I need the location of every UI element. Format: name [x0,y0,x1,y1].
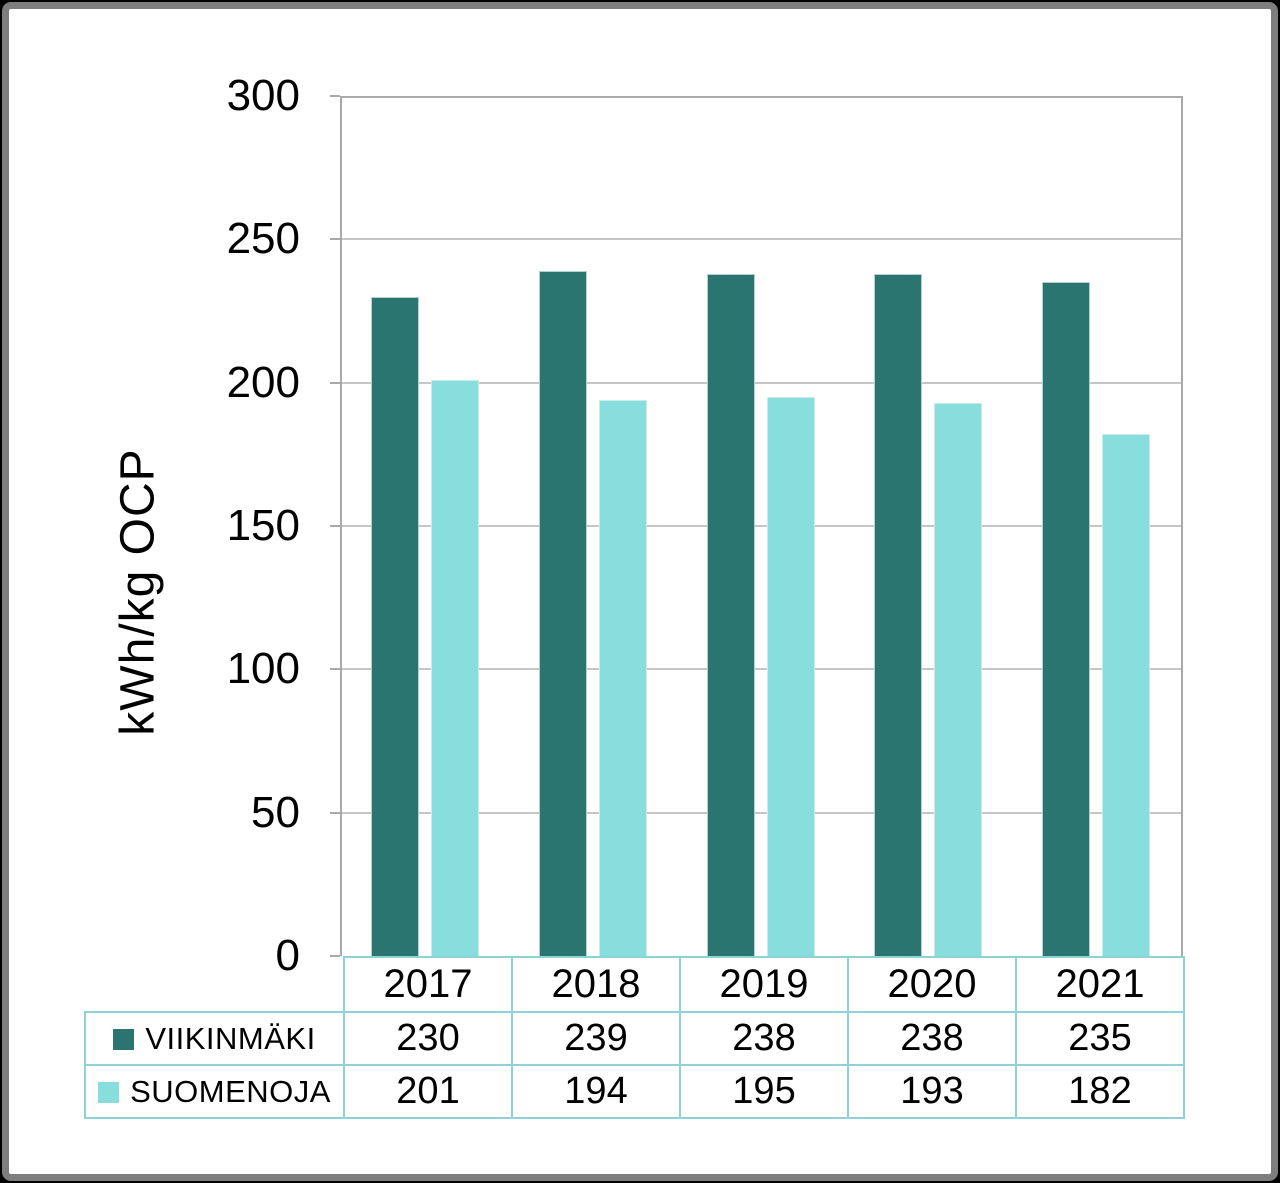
gridline-150 [342,525,1181,527]
year-header-2019: 2019 [679,956,849,1013]
gridline-200 [342,381,1181,384]
value-viikinmaki-2020: 238 [847,1011,1017,1066]
y-tick-label-200: 200 [226,357,300,407]
bar-suomenoja-2017 [431,379,479,956]
legend-label-viikinmaki: VIIKINMÄKI [145,1020,316,1056]
table-row-years: 2017 2018 2019 2020 2021 [85,956,1185,1013]
y-tick-label-300: 300 [226,71,300,120]
table-row-suomenoja: SUOMENOJA 201 194 195 193 182 [84,1064,1185,1119]
bar-suomenoja-2019 [766,397,815,956]
value-suomenoja-2017: 201 [343,1064,513,1119]
bar-viikinmaki-2018 [538,270,587,956]
y-tick-label-100: 100 [226,644,300,694]
year-header-2020: 2020 [847,956,1017,1013]
y-tick-100 [330,668,340,671]
y-tick-300 [330,95,340,97]
year-header-2017: 2017 [343,956,513,1013]
legend-cell-suomenoja: SUOMENOJA [84,1064,345,1119]
legend-swatch-suomenoja [98,1081,120,1103]
y-tick-label-0: 0 [275,931,300,980]
table-row-viikinmaki: VIIKINMÄKI 230 239 238 238 235 [84,1011,1185,1066]
y-tick-label-50: 50 [251,787,300,837]
bar-suomenoja-2021 [1102,434,1151,956]
value-suomenoja-2019: 195 [679,1064,849,1119]
y-tick-200 [330,381,340,384]
y-tick-0 [330,955,340,957]
y-tick-250 [330,238,340,241]
value-suomenoja-2020: 193 [847,1064,1017,1119]
plot-area [340,96,1183,956]
year-header-2021: 2021 [1015,956,1185,1013]
legend-label-suomenoja: SUOMENOJA [130,1073,331,1109]
value-viikinmaki-2021: 235 [1015,1011,1185,1066]
value-viikinmaki-2018: 239 [511,1011,681,1066]
data-table-container: 2017 2018 2019 2020 2021 VIIKINMÄKI 230 239 238 2… [84,956,1185,1119]
bar-viikinmaki-2020 [874,273,923,956]
value-viikinmaki-2019: 238 [679,1011,849,1066]
y-tick-label-150: 150 [226,501,300,550]
year-header-2018: 2018 [511,956,681,1013]
gridline-100 [342,668,1181,671]
value-suomenoja-2018: 194 [511,1064,681,1119]
y-tick-50 [330,811,340,814]
value-viikinmaki-2017: 230 [343,1011,513,1066]
gridline-250 [342,238,1181,241]
data-table: 2017 2018 2019 2020 2021 VIIKINMÄKI 230 239 238 2… [84,956,1185,1119]
y-tick-150 [330,525,340,527]
legend-swatch-viikinmaki [113,1028,135,1050]
bar-viikinmaki-2017 [371,296,419,956]
y-axis-title: kWh/kg OCP [111,448,165,736]
bar-viikinmaki-2019 [706,273,755,956]
gridline-50 [342,811,1181,814]
value-suomenoja-2021: 182 [1015,1064,1185,1119]
y-tick-label-250: 250 [226,214,300,264]
bar-suomenoja-2018 [598,399,647,956]
bar-viikinmaki-2021 [1042,282,1091,956]
legend-cell-viikinmaki: VIIKINMÄKI [84,1011,345,1066]
table-corner-blank [85,957,344,1012]
bar-suomenoja-2020 [934,402,983,956]
